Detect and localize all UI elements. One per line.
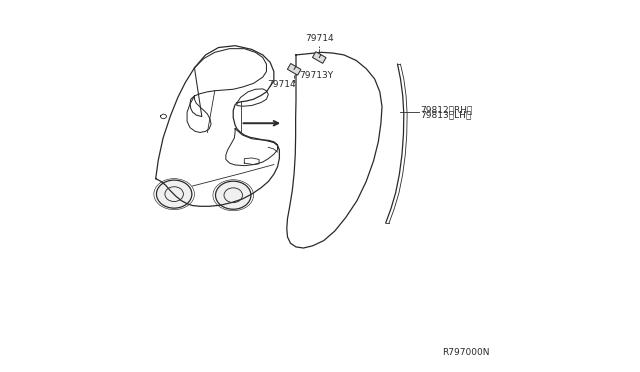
Ellipse shape	[156, 180, 192, 208]
FancyBboxPatch shape	[287, 64, 301, 75]
FancyBboxPatch shape	[312, 52, 326, 63]
Ellipse shape	[216, 181, 251, 209]
Text: 79812〈RH〉: 79812〈RH〉	[420, 105, 472, 115]
Text: R797000N: R797000N	[442, 347, 490, 357]
Text: 79813〈LH〉: 79813〈LH〉	[420, 110, 471, 119]
Text: 79713Y: 79713Y	[300, 71, 334, 80]
Text: 79714: 79714	[267, 80, 296, 89]
Text: 79714: 79714	[305, 34, 333, 43]
